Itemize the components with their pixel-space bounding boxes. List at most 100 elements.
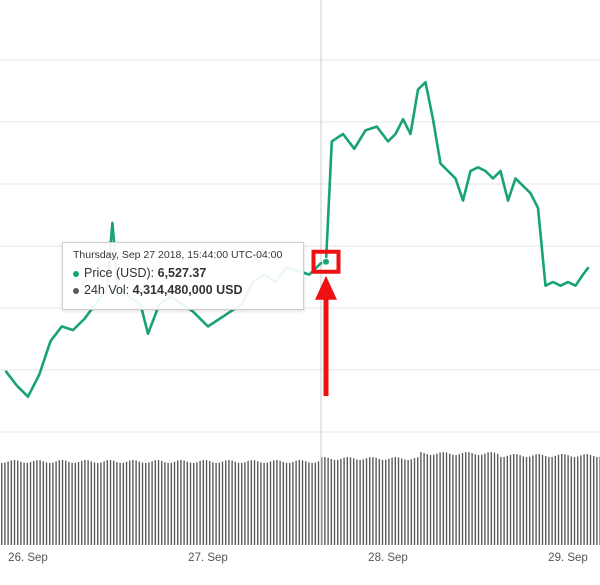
volume-bar: [103, 461, 105, 545]
volume-bar: [343, 457, 345, 545]
volume-bar: [113, 460, 115, 545]
volume-bar: [554, 456, 556, 545]
x-tick-label: 27. Sep: [188, 552, 228, 564]
volume-bar: [122, 462, 124, 545]
volume-bar: [129, 460, 131, 545]
volume-bar: [276, 460, 278, 545]
volume-bar: [369, 457, 371, 545]
volume-bar: [516, 454, 518, 545]
volume-bar: [513, 454, 515, 545]
volume-bar: [52, 462, 54, 545]
volume-bar: [145, 463, 147, 545]
volume-bar: [164, 462, 166, 545]
volume-bar: [180, 460, 182, 545]
volume-bar: [45, 462, 48, 545]
price-series-dot-icon: [73, 270, 79, 277]
volume-bar: [461, 453, 464, 545]
volume-bar: [247, 460, 249, 545]
volume-bar: [471, 453, 473, 545]
volume-bar: [186, 461, 188, 545]
volume-bar: [404, 459, 406, 545]
volume-bar: [289, 462, 291, 545]
volume-bar: [567, 455, 569, 545]
volume-bar: [298, 460, 300, 545]
volume-bar: [500, 456, 502, 545]
volume-bar: [490, 452, 492, 545]
volume-bar: [388, 458, 390, 545]
volume-bar: [295, 460, 297, 545]
tooltip-price-row: Price (USD): 6,527.37: [73, 265, 295, 282]
volume-bar: [4, 462, 6, 545]
volume-bar: [65, 460, 67, 545]
volume-bar: [87, 460, 89, 545]
volume-bar: [132, 460, 134, 545]
volume-bar: [532, 455, 534, 545]
volume-bar: [209, 461, 211, 545]
volume-bar: [234, 461, 236, 545]
volume-bar: [71, 462, 73, 545]
volume-bar: [356, 459, 358, 545]
volume-bar: [157, 460, 160, 545]
hover-point-marker[interactable]: [322, 257, 330, 266]
volume-bar: [365, 458, 368, 545]
volume-bar: [218, 462, 220, 545]
volume-bar: [173, 461, 176, 545]
volume-bar: [29, 462, 32, 545]
volume-bar: [401, 458, 403, 545]
volume-bar: [557, 454, 560, 545]
volume-bar: [292, 462, 294, 545]
volume-bar: [308, 462, 310, 545]
volume-bar: [561, 454, 563, 545]
volume-bar: [497, 453, 499, 545]
volume-bar: [583, 454, 585, 545]
volume-bar: [228, 460, 230, 545]
volume-bar: [81, 460, 83, 545]
volume-bar: [487, 452, 489, 545]
volume-bar: [349, 457, 352, 545]
volume-bar: [538, 454, 540, 545]
volume-bar: [445, 452, 448, 545]
volume-bar: [215, 463, 217, 545]
volume-bar: [33, 460, 35, 545]
volume-bar: [148, 462, 150, 545]
volume-bar: [452, 454, 454, 545]
volume-bar: [119, 462, 121, 545]
volume-bar: [151, 461, 153, 545]
volume-bar: [26, 462, 28, 545]
volume-bar: [525, 457, 528, 545]
volume-bar: [7, 461, 9, 545]
volume-bar: [410, 459, 412, 545]
volume-bar: [10, 460, 12, 545]
tooltip-volume-row: 24h Vol: 4,314,480,000 USD: [73, 282, 295, 299]
volume-bar: [250, 460, 252, 545]
volume-bar: [74, 462, 76, 545]
volume-bar: [116, 462, 118, 545]
tooltip-price-value: 6,527.37: [157, 266, 207, 280]
volume-bar: [199, 461, 201, 545]
volume-bar: [161, 460, 163, 545]
volume-bar: [423, 453, 425, 545]
volume-bar: [324, 457, 326, 545]
volume-bar: [346, 457, 348, 545]
volume-bar: [301, 460, 304, 545]
volume-bar: [221, 461, 224, 545]
volume-bar: [39, 460, 41, 545]
volume-bar: [378, 459, 380, 545]
volume-bar: [439, 452, 441, 545]
volume-bar: [394, 457, 396, 545]
volume-bar: [442, 452, 444, 545]
volume-bar: [353, 458, 355, 545]
volume-bar: [570, 456, 572, 545]
volume-bar: [474, 454, 476, 545]
volume-bar: [189, 462, 192, 545]
volume-bar: [311, 463, 313, 545]
volume-bar: [49, 463, 51, 545]
price-series-line: [4, 80, 590, 398]
volume-bar: [340, 458, 342, 545]
volume-bar: [237, 462, 240, 545]
volume-bar: [317, 461, 320, 545]
volume-bar: [196, 462, 198, 545]
volume-bar: [61, 460, 64, 545]
volume-bar: [193, 463, 195, 545]
